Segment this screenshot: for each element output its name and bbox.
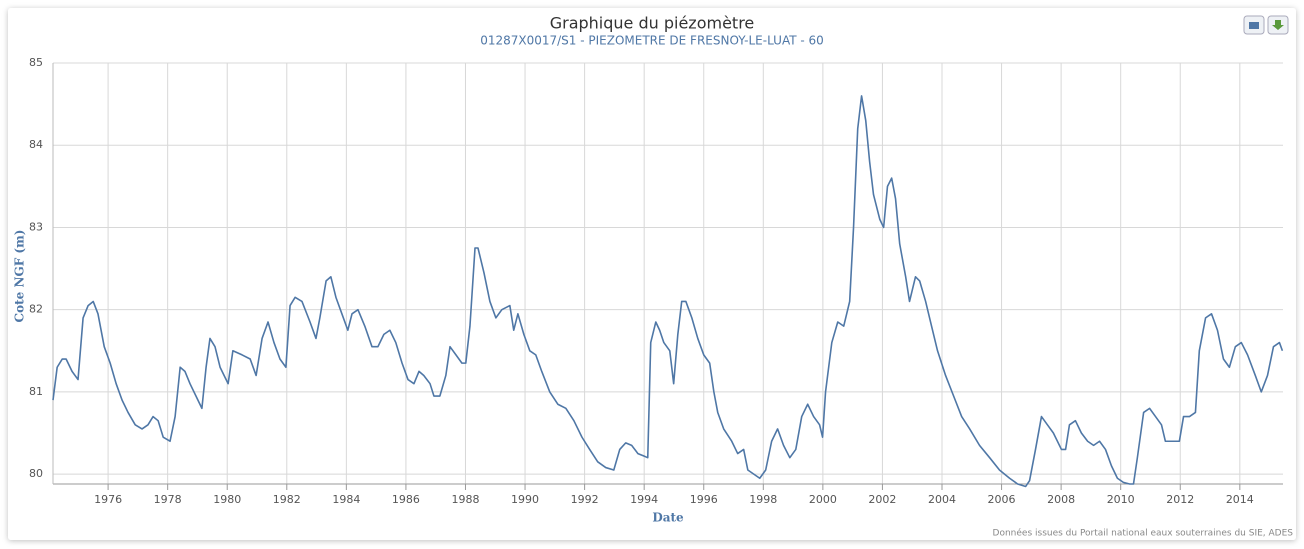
print-icon — [1249, 22, 1259, 29]
y-tick-label: 85 — [29, 56, 43, 69]
x-tick-label: 1992 — [571, 493, 599, 506]
download-button[interactable] — [1267, 15, 1289, 35]
x-tick-label: 2006 — [988, 493, 1016, 506]
x-tick-label: 2008 — [1047, 493, 1075, 506]
x-tick-label: 2004 — [928, 493, 956, 506]
download-icon — [1272, 20, 1284, 30]
credits: Données issues du Portail national eaux … — [993, 528, 1294, 539]
y-tick-label: 83 — [29, 220, 43, 233]
x-tick-label: 1984 — [332, 493, 360, 506]
chart-title: Graphique du piézomètre — [550, 14, 755, 33]
x-tick-label: 1986 — [392, 493, 420, 506]
x-tick-label: 1982 — [273, 493, 301, 506]
y-tick-label: 81 — [29, 385, 43, 398]
print-button[interactable] — [1243, 15, 1265, 35]
x-tick-label: 1988 — [451, 493, 479, 506]
x-tick-label: 2014 — [1226, 493, 1254, 506]
chart-frame — [8, 8, 1296, 540]
x-tick-label: 1976 — [94, 493, 122, 506]
y-tick-label: 84 — [29, 138, 43, 151]
x-tick-label: 1996 — [690, 493, 718, 506]
x-tick-label: 1994 — [630, 493, 658, 506]
data-line — [52, 95, 1284, 488]
x-axis-label: Date — [652, 511, 684, 525]
x-tick-label: 2000 — [809, 493, 837, 506]
x-tick-label: 1978 — [154, 493, 182, 506]
y-axis-label: Cote NGF (m) — [13, 230, 27, 323]
x-tick-label: 2010 — [1107, 493, 1135, 506]
x-tick-label: 1980 — [213, 493, 241, 506]
x-tick-label: 1998 — [749, 493, 777, 506]
y-tick-label: 82 — [29, 303, 43, 316]
x-tick-label: 2002 — [868, 493, 896, 506]
y-tick-label: 80 — [29, 467, 43, 480]
chart-subtitle: 01287X0017/S1 - PIEZOMETRE DE FRESNOY-LE… — [480, 34, 824, 48]
x-tick-label: 2012 — [1166, 493, 1194, 506]
x-tick-label: 1990 — [511, 493, 539, 506]
